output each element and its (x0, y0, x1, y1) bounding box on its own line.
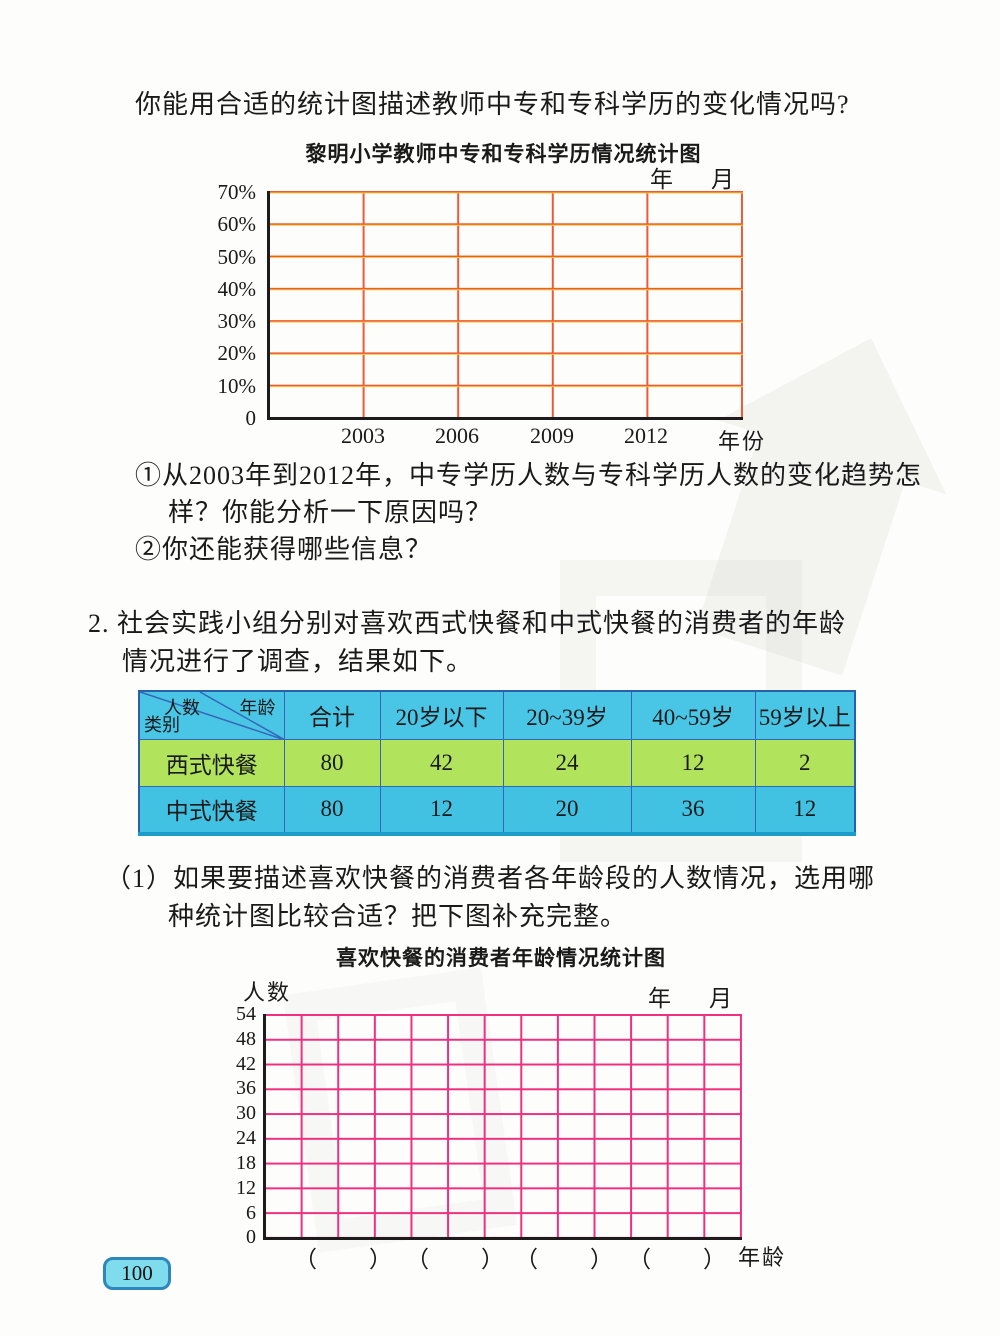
chart1-y-tick: 40% (217, 277, 257, 301)
table-column-header: 20岁以下 (379, 690, 504, 740)
table-cell: 24 (502, 738, 632, 787)
table-cell: 12 (630, 738, 756, 787)
table-cell: 36 (630, 785, 756, 835)
chart2-x-blank[interactable]: （ ） (294, 1247, 394, 1272)
chart2-x-blank[interactable]: （ ） (515, 1247, 615, 1272)
chart2-y-tick: 54 (236, 1003, 256, 1025)
question-text: 你还能获得哪些信息？ (162, 535, 433, 564)
table-column-header: 合计 (283, 690, 381, 740)
page-number: 100 (121, 1261, 153, 1285)
chart1-x-tick: 2006 (435, 423, 479, 448)
corner-label-leibie: 类别 (144, 714, 180, 735)
diagonal-lines-icon (140, 692, 285, 740)
question-text: 如果要描述喜欢快餐的消费者各年龄段的人数情况，选用哪种统计图比较合适？把下图补充… (168, 864, 876, 931)
chart1-sub-question-2: ②你还能获得哪些信息？ (135, 531, 953, 568)
table-cell: 12 (379, 785, 504, 835)
chart2-title: 喜欢快餐的消费者年龄情况统计图 (336, 947, 666, 970)
chart2-y-tick: 30 (236, 1102, 256, 1124)
consumer-age-table: 人数 年龄 类别 合计 20岁以下 20~39岁 40~59岁 59岁以上 西式… (138, 690, 856, 836)
chart1-x-tick: 2003 (341, 423, 385, 448)
chart2-x-blank[interactable]: （ ） (406, 1247, 506, 1272)
chart1-sub-question-1: ①从2003年到2012年，中专学历人数与专科学历人数的变化趋势怎样？你能分析一… (135, 457, 953, 531)
chart1-x-tick: 2012 (624, 423, 668, 448)
question-marker: ① (135, 461, 163, 490)
chart2-y-tick: 24 (236, 1127, 256, 1149)
table-cell: 12 (754, 785, 856, 835)
table-column-header: 40~59岁 (630, 690, 756, 740)
table-column-header: 59岁以上 (754, 690, 856, 740)
chart1-x-tick: 2009 (530, 423, 574, 448)
chart1-y-tick: 60% (217, 212, 257, 236)
page-number-badge: 100 (103, 1257, 171, 1290)
chart2-year-label: 年 (648, 986, 671, 1011)
chart1-y-tick: 10% (217, 374, 257, 398)
chart2-grid[interactable] (263, 1014, 742, 1240)
table-corner-cell: 人数 年龄 类别 (138, 690, 285, 740)
chart1-month-label: 月 (711, 167, 734, 192)
row-label: 中式快餐 (138, 785, 285, 835)
chart2-x-blank[interactable]: （ ） (628, 1247, 728, 1272)
row-label: 西式快餐 (138, 738, 285, 787)
chart2-y-tick: 42 (236, 1053, 256, 1075)
chart2-date-blank[interactable]: 年 月 (648, 979, 732, 1013)
chart1-y-tick: 70% (217, 180, 257, 204)
chart1-y-tick: 30% (217, 309, 257, 333)
problem-number: 2. (88, 609, 110, 638)
problem2-statement: 2. 社会实践小组分别对喜欢西式快餐和中式快餐的消费者的年龄情况进行了调查，结果… (88, 605, 857, 681)
table-column-header: 20~39岁 (502, 690, 632, 740)
chart1-y-tick: 50% (217, 245, 257, 269)
chart2-y-tick: 0 (246, 1226, 256, 1248)
corner-label-renshu: 人数 (164, 698, 200, 718)
chart1-y-tick: 20% (217, 341, 257, 365)
problem2-question1: （1）如果要描述喜欢快餐的消费者各年龄段的人数情况，选用哪种统计图比较合适？把下… (105, 860, 893, 936)
question-text: 从2003年到2012年，中专学历人数与专科学历人数的变化趋势怎样？你能分析一下… (162, 461, 923, 527)
table-cell: 20 (502, 785, 632, 835)
chart2-y-tick: 48 (236, 1028, 256, 1050)
chart1-grid[interactable] (267, 191, 743, 420)
chart2-y-axis-title: 人数 (243, 980, 292, 1005)
chart1-title: 黎明小学教师中专和专科学历情况统计图 (305, 143, 702, 166)
question-marker: （1） (105, 864, 174, 893)
intro-question: 你能用合适的统计图描述教师中专和专科学历的变化情况吗? (135, 90, 850, 119)
chart1-x-axis-title: 年份 (718, 429, 767, 454)
chart2-month-label: 月 (709, 986, 732, 1011)
table-row-western-fastfood: 西式快餐 80 42 24 12 2 (138, 738, 856, 787)
chart2-y-tick: 12 (236, 1177, 256, 1199)
table-row-chinese-fastfood: 中式快餐 80 12 20 36 12 (138, 785, 856, 835)
table-cell: 80 (283, 785, 381, 835)
chart1-year-label: 年 (650, 167, 673, 192)
table-cell: 2 (754, 738, 856, 787)
table-cell: 80 (283, 738, 381, 787)
corner-label-nianling: 年龄 (239, 698, 276, 718)
chart1-y-tick: 0 (245, 406, 257, 430)
chart1-date-blank[interactable]: 年 月 (650, 160, 734, 194)
problem-text: 社会实践小组分别对喜欢西式快餐和中式快餐的消费者的年龄情况进行了调查，结果如下。 (117, 609, 847, 676)
question-marker: ② (135, 535, 163, 564)
chart2-y-tick: 36 (236, 1077, 256, 1099)
table-cell: 42 (379, 738, 504, 787)
chart2-y-tick: 18 (236, 1152, 256, 1174)
chart2-x-axis-title: 年龄 (738, 1245, 787, 1270)
chart2-y-tick: 6 (246, 1202, 256, 1224)
